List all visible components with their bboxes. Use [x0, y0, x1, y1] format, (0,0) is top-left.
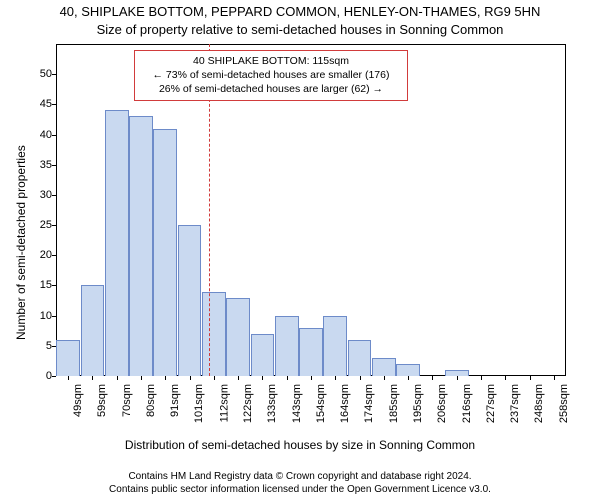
histogram-bar: [299, 328, 323, 376]
x-tick-label: 112sqm: [218, 384, 230, 422]
y-tick-mark: [52, 346, 56, 347]
callout-line3: 26% of semi-detached houses are larger (…: [141, 82, 401, 96]
y-tick-label: 45: [22, 98, 52, 110]
x-tick-label: 258sqm: [558, 384, 570, 423]
x-tick-label: 49sqm: [72, 384, 84, 417]
callout-line1: 40 SHIPLAKE BOTTOM: 115sqm: [141, 54, 401, 68]
x-tick-label: 59sqm: [96, 384, 108, 417]
y-tick-label: 20: [22, 249, 52, 261]
y-tick-label: 25: [22, 219, 52, 231]
y-axis-ticks: 05101520253035404550: [20, 44, 52, 376]
x-tick-label: 185sqm: [388, 384, 400, 423]
y-tick-mark: [52, 285, 56, 286]
callout-box: 40 SHIPLAKE BOTTOM: 115sqm ← 73% of semi…: [134, 50, 408, 101]
y-tick-label: 0: [22, 370, 52, 382]
histogram-bar: [275, 316, 299, 376]
x-axis-label: Distribution of semi-detached houses by …: [0, 438, 600, 452]
chart-container: { "title": "40, SHIPLAKE BOTTOM, PEPPARD…: [0, 0, 600, 500]
histogram-bar: [202, 292, 226, 377]
x-tick-label: 133sqm: [266, 384, 278, 423]
y-tick-mark: [52, 104, 56, 105]
x-tick-label: 91sqm: [169, 384, 181, 417]
y-tick-label: 30: [22, 189, 52, 201]
histogram-bar: [56, 340, 80, 376]
y-tick-label: 50: [22, 68, 52, 80]
x-tick-label: 195sqm: [412, 384, 424, 423]
y-tick-mark: [52, 225, 56, 226]
y-tick-mark: [52, 316, 56, 317]
x-tick-label: 154sqm: [315, 384, 327, 423]
x-tick-label: 70sqm: [121, 384, 133, 417]
histogram-bar: [396, 364, 420, 376]
chart-footer: Contains HM Land Registry data © Crown c…: [0, 471, 600, 496]
histogram-bar: [372, 358, 396, 376]
plot-area: 40 SHIPLAKE BOTTOM: 115sqm ← 73% of semi…: [56, 44, 566, 376]
y-tick-label: 15: [22, 279, 52, 291]
histogram-bar: [105, 110, 129, 376]
y-tick-mark: [52, 135, 56, 136]
histogram-bar: [348, 340, 372, 376]
chart-title: 40, SHIPLAKE BOTTOM, PEPPARD COMMON, HEN…: [0, 4, 600, 19]
histogram-bar: [251, 334, 275, 376]
chart-subtitle: Size of property relative to semi-detach…: [0, 22, 600, 37]
callout-line2: ← 73% of semi-detached houses are smalle…: [141, 68, 401, 82]
y-tick-mark: [52, 195, 56, 196]
y-tick-label: 35: [22, 159, 52, 171]
y-tick-label: 40: [22, 129, 52, 141]
histogram-bar: [178, 225, 202, 376]
histogram-bar: [153, 129, 177, 376]
x-tick-label: 174sqm: [364, 384, 376, 423]
y-tick-mark: [52, 165, 56, 166]
histogram-bar: [226, 298, 250, 376]
y-tick-label: 5: [22, 340, 52, 352]
x-tick-label: 101sqm: [194, 384, 206, 423]
x-tick-label: 164sqm: [339, 384, 351, 423]
histogram-bar: [81, 285, 105, 376]
y-tick-mark: [52, 74, 56, 75]
x-tick-label: 143sqm: [291, 384, 303, 423]
x-tick-label: 227sqm: [485, 384, 497, 423]
histogram-bar: [323, 316, 347, 376]
footer-line1: Contains HM Land Registry data © Crown c…: [0, 471, 600, 484]
x-tick-label: 216sqm: [461, 384, 473, 423]
x-tick-label: 237sqm: [509, 384, 521, 423]
y-tick-mark: [52, 255, 56, 256]
y-tick-label: 10: [22, 310, 52, 322]
x-tick-label: 80sqm: [145, 384, 157, 417]
histogram-bar: [129, 116, 153, 376]
x-tick-label: 206sqm: [436, 384, 448, 423]
x-tick-label: 248sqm: [534, 384, 546, 423]
x-axis-ticks: 49sqm 59sqm 70sqm 80sqm 91sqm 101sqm 112sqm 122…: [56, 376, 566, 436]
x-tick-label: 122sqm: [242, 384, 254, 423]
footer-line2: Contains public sector information licen…: [0, 484, 600, 497]
